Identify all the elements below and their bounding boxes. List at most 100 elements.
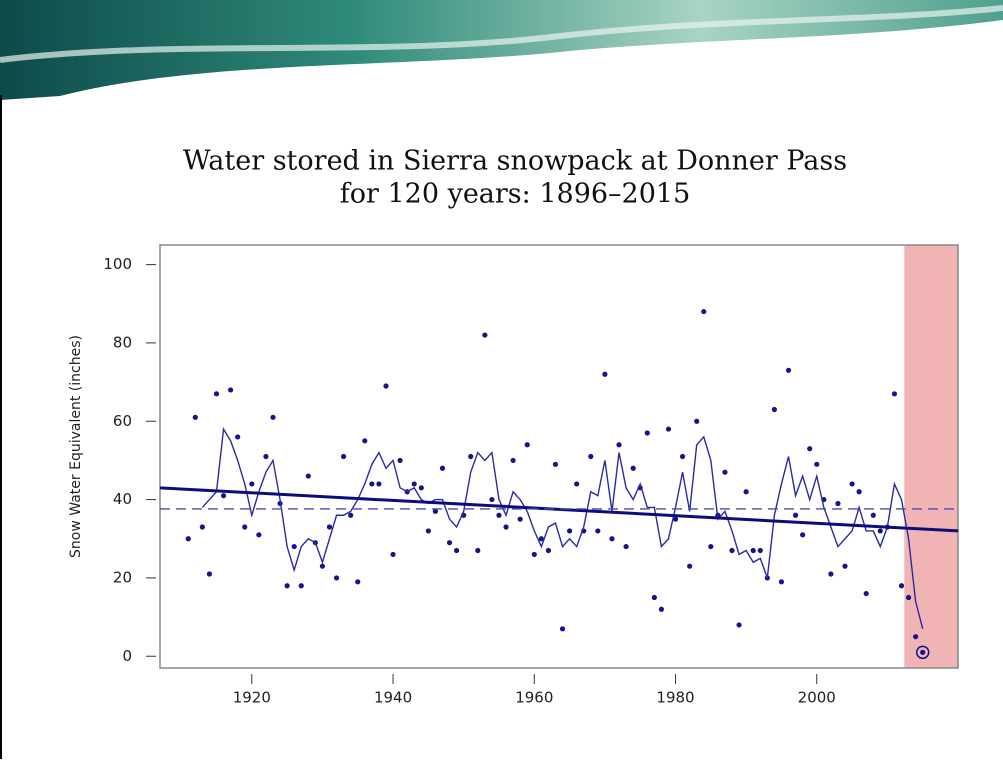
data-point	[609, 536, 615, 542]
line-line	[201, 426, 924, 630]
data-point	[418, 485, 424, 491]
y-tick-label: 60	[113, 412, 132, 430]
data-point	[228, 387, 234, 393]
data-point	[722, 469, 728, 475]
data-point	[778, 579, 785, 585]
data-point	[644, 430, 650, 436]
highlight-band	[904, 245, 958, 668]
data-point	[510, 457, 516, 464]
data-point	[531, 551, 537, 558]
data-point	[828, 571, 834, 577]
data-point	[242, 524, 248, 530]
data-point	[298, 583, 304, 589]
data-point	[729, 547, 735, 554]
data-point	[750, 547, 756, 554]
x-tick-label: 1940	[374, 689, 412, 707]
data-point	[595, 528, 601, 534]
data-point	[913, 634, 919, 640]
data-point	[362, 438, 368, 444]
data-point	[326, 524, 333, 530]
data-point	[355, 579, 361, 585]
data-point	[482, 332, 488, 338]
y-tick-label: 80	[113, 333, 132, 351]
data-point	[235, 434, 241, 440]
data-point	[319, 563, 326, 569]
data-point	[390, 551, 396, 558]
data-point	[369, 481, 375, 487]
plot: 0 20 40 60 80 100 1920 1940 1960 1980 2000 Snow Wat…	[68, 244, 959, 707]
data-point	[623, 543, 629, 550]
data-point	[800, 532, 806, 538]
y-tick-label: 20	[113, 568, 132, 586]
data-point	[425, 528, 431, 534]
data-point	[524, 442, 530, 448]
x-tick-label: 2000	[798, 689, 836, 707]
data-point	[630, 465, 636, 471]
data-point	[687, 563, 693, 569]
x-tick-label: 1980	[656, 689, 694, 707]
data-point	[785, 367, 792, 373]
data-point	[446, 540, 453, 546]
data-point	[588, 453, 594, 460]
data-point	[333, 575, 340, 581]
data-point	[651, 594, 657, 601]
data-point	[341, 453, 347, 460]
data-point	[842, 563, 848, 569]
data-point	[538, 536, 544, 542]
data-point	[891, 391, 898, 397]
data-point	[284, 583, 290, 589]
data-point	[771, 406, 777, 413]
data-point	[503, 524, 509, 530]
data-point	[411, 481, 417, 487]
data-point	[870, 512, 876, 518]
data-point	[602, 371, 608, 377]
data-point	[263, 453, 269, 460]
data-point	[397, 457, 403, 464]
data-point	[475, 547, 481, 554]
plot-frame	[159, 244, 959, 669]
data-point	[814, 461, 820, 467]
data-point	[291, 543, 297, 550]
data-point	[743, 489, 749, 495]
data-point	[856, 489, 862, 495]
data-point	[574, 481, 580, 487]
data-point	[270, 414, 276, 420]
data-point	[694, 418, 700, 424]
data-point	[616, 442, 622, 448]
data-point	[701, 308, 707, 315]
data-point	[249, 481, 255, 487]
x-tick-label: 1920	[233, 689, 271, 707]
data-point	[383, 383, 389, 389]
data-point	[665, 426, 672, 432]
data-point	[757, 547, 763, 554]
data-point	[305, 473, 311, 479]
data-point	[220, 493, 227, 499]
data-point	[792, 512, 799, 518]
data-point	[679, 453, 686, 460]
data-point	[439, 465, 446, 471]
data-point	[185, 536, 191, 542]
title-line: Water stored in Sierra snowpack at Donne…	[183, 146, 847, 177]
data-point	[658, 606, 664, 612]
data-point	[517, 516, 523, 522]
data-point	[348, 512, 354, 518]
y-tick-label: 40	[113, 490, 132, 508]
x-tick-label: 1960	[515, 689, 553, 707]
highlight-ring	[915, 645, 930, 660]
data-point	[863, 590, 869, 597]
data-point	[256, 532, 262, 538]
data-point	[496, 512, 502, 518]
title-line: for 120 years: 1896–2015	[340, 179, 691, 210]
y-tick-label: 0	[122, 647, 132, 665]
data-point	[807, 446, 813, 452]
data-point	[376, 481, 382, 487]
data-point	[213, 391, 220, 397]
data-point	[468, 453, 474, 460]
y-axis-label: Snow Water Equivalent (inches)	[68, 335, 84, 558]
banner-swoosh	[0, 5, 1003, 63]
data-point	[736, 622, 742, 628]
data-point	[905, 594, 912, 601]
data-point	[199, 524, 205, 530]
data-point	[920, 649, 926, 655]
